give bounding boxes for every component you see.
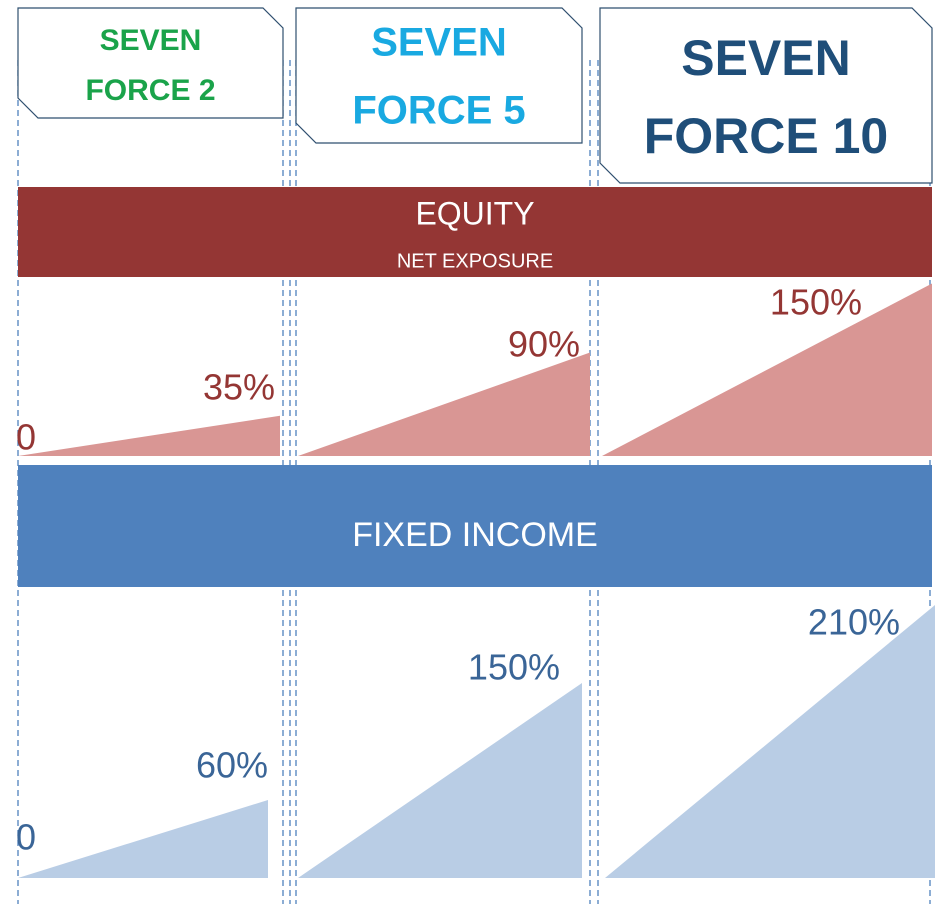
product-name: FORCE 2 bbox=[85, 74, 215, 107]
value-label: 210% bbox=[808, 602, 900, 643]
product-name: SEVEN bbox=[681, 30, 851, 86]
exposure-triangle bbox=[605, 605, 935, 878]
product-name: FORCE 5 bbox=[352, 89, 525, 133]
product-box bbox=[599, 7, 933, 184]
section-band bbox=[18, 465, 932, 587]
exposure-triangle bbox=[18, 415, 280, 456]
section-subtitle: NET EXPOSURE bbox=[397, 250, 553, 272]
section-title: FIXED INCOME bbox=[352, 516, 598, 554]
exposure-triangle bbox=[18, 800, 268, 878]
product-name: FORCE 10 bbox=[644, 108, 889, 164]
product-name: SEVEN bbox=[100, 24, 202, 57]
value-label: 35% bbox=[203, 367, 275, 408]
product-name: SEVEN bbox=[371, 21, 507, 65]
section-band bbox=[18, 187, 932, 277]
exposure-triangle bbox=[602, 283, 932, 456]
product-box bbox=[17, 7, 284, 119]
start-label: 0 bbox=[16, 817, 36, 858]
exposure-triangle bbox=[298, 683, 582, 878]
section-title: EQUITY bbox=[415, 195, 534, 231]
value-label: 90% bbox=[508, 324, 580, 365]
start-label: 0 bbox=[16, 417, 36, 458]
value-label: 150% bbox=[770, 282, 862, 323]
product-box bbox=[295, 7, 583, 144]
value-label: 60% bbox=[196, 745, 268, 786]
exposure-triangle bbox=[298, 352, 590, 456]
value-label: 150% bbox=[468, 647, 560, 688]
